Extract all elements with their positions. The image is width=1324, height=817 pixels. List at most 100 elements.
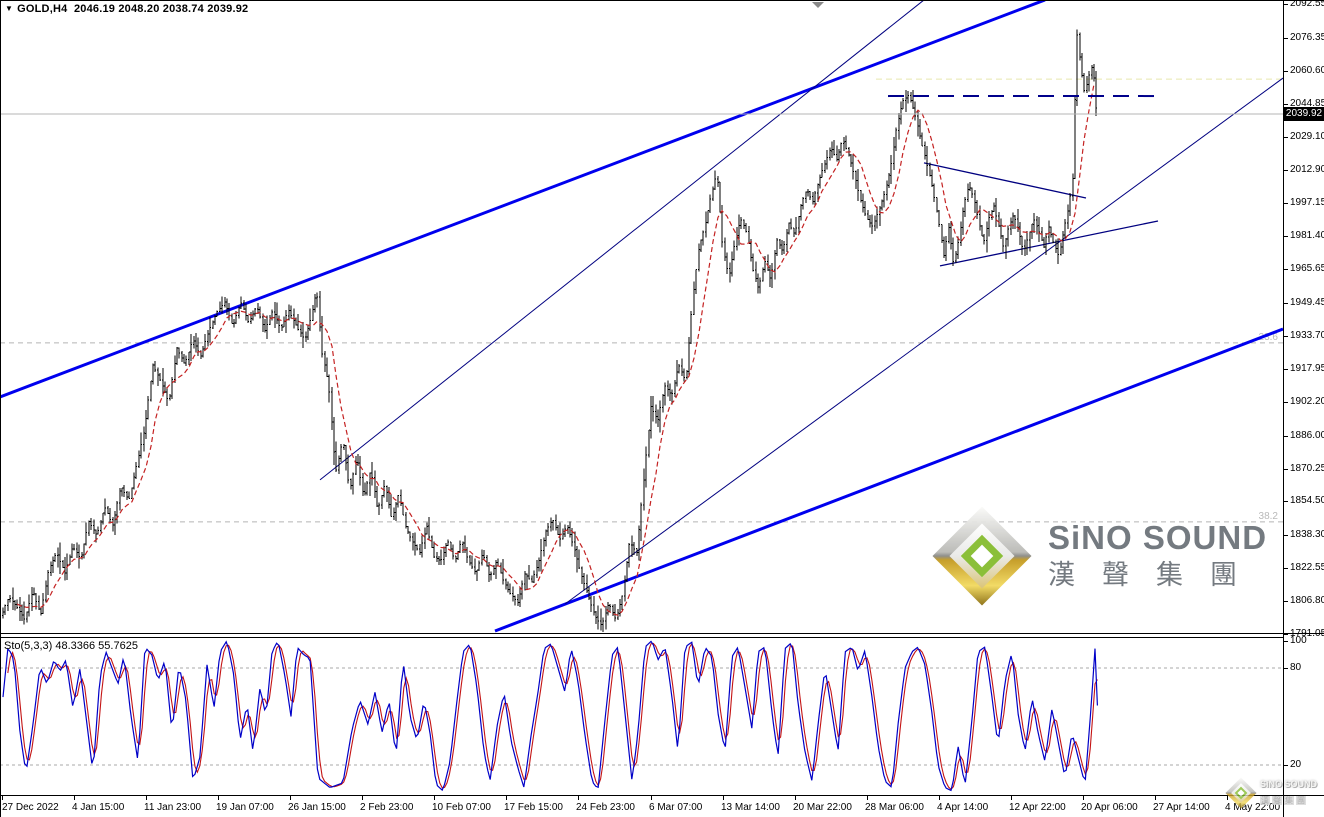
stoch-axis-tick: [1283, 668, 1288, 669]
time-axis-tick: [795, 795, 796, 800]
pennant-upper[interactable]: [923, 162, 1087, 199]
symbol-label: GOLD,H4: [17, 3, 68, 15]
time-axis-label: 19 Jan 07:00: [216, 802, 274, 813]
price-axis-label: 1933.70: [1290, 330, 1324, 341]
price-axis-label: 2029.10: [1290, 131, 1324, 142]
price-axis-tick: [1283, 402, 1288, 403]
price-axis-tick: [1283, 436, 1288, 437]
price-axis-label: 1965.65: [1290, 263, 1324, 274]
fib-level-label: 38.2: [1259, 511, 1279, 522]
price-axis-label: 1886.00: [1290, 430, 1324, 441]
price-axis-label: 2092.55: [1290, 0, 1324, 9]
price-chart[interactable]: 23.6 38.2: [0, 0, 1283, 633]
time-axis-label: 26 Jan 15:00: [288, 802, 346, 813]
price-axis-label: 2044.85: [1290, 98, 1324, 109]
trendline-steep-support[interactable]: [564, 77, 1283, 605]
ohlc-quotes: 2046.19 2048.20 2038.74 2039.92: [73, 3, 249, 15]
time-axis-label: 4 May 22:00: [1225, 802, 1281, 813]
price-axis-label: 1997.15: [1290, 197, 1324, 208]
panel-separator-inner: [0, 637, 1283, 638]
stoch-axis-label: 20: [1290, 759, 1302, 770]
stoch-axis-label: 100: [1290, 635, 1307, 646]
time-axis-label: 6 Mar 07:00: [649, 802, 703, 813]
time-axis-label: 2 Feb 23:00: [360, 802, 414, 813]
price-axis-label: 1870.25: [1290, 463, 1324, 474]
corner-cjk-char: 集: [1284, 795, 1294, 805]
time-axis-tick: [146, 795, 147, 800]
panel-separator[interactable]: [0, 633, 1324, 634]
stoch-axis-tick: [1283, 765, 1288, 766]
corner-cjk-char: 聲: [1272, 795, 1282, 805]
price-axis-tick: [1283, 369, 1288, 370]
time-axis-tick: [506, 795, 507, 800]
price-axis-tick: [1283, 137, 1288, 138]
current-price-badge: 2039.92: [1284, 107, 1324, 121]
time-axis-tick: [2, 795, 3, 800]
price-axis-label: 1822.55: [1290, 562, 1324, 573]
time-axis-tick: [290, 795, 291, 800]
time-axis-tick: [1155, 795, 1156, 800]
time-axis-tick: [939, 795, 940, 800]
time-axis-tick: [1227, 795, 1228, 800]
time-axis-tick: [74, 795, 75, 800]
price-axis-tick: [1283, 104, 1288, 105]
time-axis-label: 10 Feb 07:00: [432, 802, 491, 813]
time-axis-border: [0, 795, 1324, 796]
stochastic-chart[interactable]: [0, 638, 1283, 795]
brand-subtitle: 漢聲集團: [1048, 560, 1264, 590]
time-axis-tick: [867, 795, 868, 800]
price-axis-label: 1902.20: [1290, 396, 1324, 407]
price-axis-label: 1917.95: [1290, 363, 1324, 374]
fib-level-label: 23.6: [1259, 332, 1279, 343]
chart-shift-icon[interactable]: [812, 2, 824, 8]
corner-logo-icon: [1225, 777, 1257, 809]
price-axis-label: 1981.40: [1290, 230, 1324, 241]
time-axis-label: 27 Dec 2022: [2, 802, 59, 813]
price-axis-tick: [1283, 469, 1288, 470]
time-axis[interactable]: 27 Dec 2022 4 Jan 15:00 11 Jan 23:00 19 Jan…: [0, 795, 1324, 817]
price-axis-tick: [1283, 601, 1288, 602]
time-axis-tick: [218, 795, 219, 800]
time-axis-label: 28 Mar 06:00: [865, 802, 924, 813]
price-axis-tick: [1283, 236, 1288, 237]
price-axis-tick: [1283, 71, 1288, 72]
corner-brand-title: SiNO SOUND: [1260, 778, 1318, 789]
time-axis-tick: [578, 795, 579, 800]
channel-upper[interactable]: [0, 0, 1046, 399]
price-axis-label: 1854.50: [1290, 495, 1324, 506]
price-axis-label: 2012.90: [1290, 164, 1324, 175]
corner-brand-subtitle: 漢聲集團: [1260, 790, 1317, 808]
time-axis-label: 17 Feb 15:00: [504, 802, 563, 813]
pennant-lower[interactable]: [939, 220, 1159, 267]
price-axis-tick: [1283, 535, 1288, 536]
indicator-label: Sto(5,3,3) 48.3366 55.7625: [4, 640, 138, 652]
time-axis-tick: [1011, 795, 1012, 800]
price-axis-label: 1838.30: [1290, 529, 1324, 540]
time-axis-label: 20 Apr 06:00: [1081, 802, 1138, 813]
stoch-k-line: [2, 640, 1098, 792]
price-axis-tick: [1283, 634, 1288, 635]
symbol-info: ▼ GOLD,H4 2046.19 2048.20 2038.74 2039.92: [5, 3, 248, 15]
left-border: [0, 0, 1, 817]
time-axis-label: 12 Apr 22:00: [1009, 802, 1066, 813]
chevron-down-icon[interactable]: ▼: [5, 4, 14, 13]
top-border: [0, 0, 1324, 1]
time-axis-label: 4 Apr 14:00: [937, 802, 989, 813]
price-axis-tick: [1283, 303, 1288, 304]
price-axis-tick: [1283, 568, 1288, 569]
time-axis-label: 27 Apr 14:00: [1153, 802, 1210, 813]
stoch-axis-tick: [1283, 641, 1288, 642]
stoch-axis-label: 80: [1290, 662, 1302, 673]
trendline-steep-long[interactable]: [319, 0, 925, 481]
time-axis-tick: [362, 795, 363, 800]
price-axis-tick: [1283, 4, 1288, 5]
price-axis-tick: [1283, 269, 1288, 270]
time-axis-tick: [651, 795, 652, 800]
price-axis-label: 2076.35: [1290, 32, 1324, 43]
price-axis-tick: [1283, 170, 1288, 171]
time-axis-tick: [1083, 795, 1084, 800]
price-axis-tick: [1283, 336, 1288, 337]
corner-watermark: SiNO SOUND 漢聲集團: [1225, 770, 1324, 816]
price-axis[interactable]: 2092.55 2076.35 2060.60 2044.85 2029.10 2012.…: [1283, 0, 1324, 795]
